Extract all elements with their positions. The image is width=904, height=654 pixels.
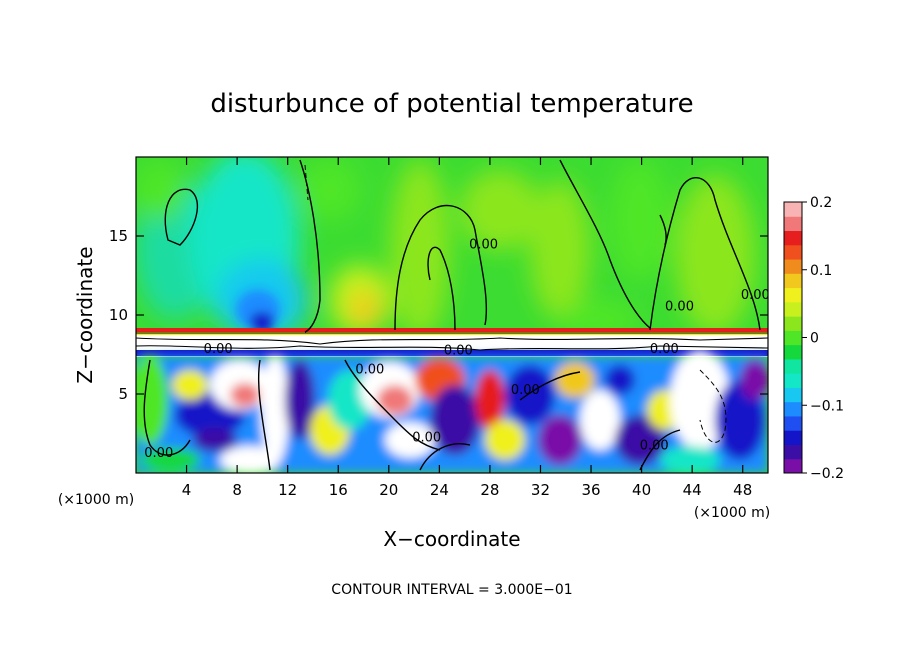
- x-tick-label: 44: [683, 481, 702, 499]
- contour-label: 0.00: [640, 438, 669, 453]
- contour-label: 0.00: [355, 362, 384, 377]
- contour-interval-note: CONTOUR INTERVAL = 3.000E−01: [331, 582, 572, 598]
- contour-label: 0.00: [741, 288, 770, 303]
- x-tick-label: 40: [632, 481, 651, 499]
- colorbar-swatch: [784, 430, 802, 445]
- x-tick-label: 48: [733, 481, 752, 499]
- colorbar-swatch: [784, 401, 802, 417]
- colorbar-swatch: [784, 301, 802, 317]
- y-tick-label: 15: [109, 227, 128, 245]
- x-tick-label: 28: [480, 481, 499, 499]
- colorbar-swatch: [784, 330, 802, 346]
- colorbar: 0.2 0.1 0 −0.1 −0.2: [783, 195, 844, 482]
- colorbar-tick-label: 0: [810, 331, 819, 347]
- contour-label: 0.00: [412, 430, 441, 445]
- contour-lines: [143, 159, 761, 471]
- colorbar-swatch: [784, 373, 802, 388]
- contour-label: 0.00: [444, 344, 473, 359]
- y-tick-label: 10: [109, 306, 128, 324]
- colorbar-swatch: [784, 230, 802, 246]
- x-tick-label: 8: [232, 481, 242, 499]
- colorbar-tick-label: 0.1: [810, 263, 832, 279]
- x-unit-left: (×1000 m): [58, 492, 134, 508]
- x-tick-label: 4: [182, 481, 192, 499]
- y-axis: 5 10 15: [109, 227, 768, 403]
- contour-label: 0.00: [204, 342, 233, 357]
- contour-label-group: 0.00 0.00 0.00 0.00 0.00 0.00 0.00 0.00 0.00 0.00…: [144, 238, 770, 462]
- colorbar-swatch: [784, 287, 802, 303]
- dashed-contours: [304, 164, 727, 443]
- x-axis-label: X−coordinate: [383, 527, 520, 551]
- x-tick-label: 20: [379, 481, 398, 499]
- x-tick-label: 32: [531, 481, 550, 499]
- x-axis: 4 8 12 16 20 24 28 32 36 40 44 48: [182, 157, 752, 499]
- colorbar-swatch: [784, 358, 802, 374]
- colorbar-swatch: [784, 344, 802, 360]
- contour-label: 0.00: [665, 299, 694, 314]
- colorbar-swatch: [784, 259, 802, 274]
- colorbar-swatch: [784, 387, 802, 403]
- colorbar-swatch: [784, 444, 802, 460]
- colorbar-tick-label: −0.2: [810, 466, 844, 482]
- y-axis-label: Z−coordinate: [73, 246, 97, 383]
- y-tick-label: 5: [118, 385, 128, 403]
- plot-area: 0.00 0.00 0.00 0.00 0.00 0.00 0.00 0.00 0.00 0.00…: [136, 157, 770, 473]
- colorbar-swatch: [784, 273, 802, 289]
- colorbar-tick-label: −0.1: [810, 398, 844, 414]
- x-tick-label: 36: [581, 481, 600, 499]
- contour-label: 0.00: [469, 238, 498, 253]
- chart-title: disturbunce of potential temperature: [210, 89, 693, 119]
- contour-label: 0.00: [144, 446, 173, 461]
- colorbar-swatch: [784, 415, 802, 431]
- contour-label: 0.00: [650, 342, 679, 357]
- contour-label: 0.00: [511, 383, 540, 398]
- lower-layer-field: [136, 350, 768, 473]
- colorbar-tick-label: 0.2: [810, 195, 832, 211]
- x-tick-label: 16: [329, 481, 348, 499]
- colorbar-swatch: [784, 316, 802, 331]
- x-tick-label: 24: [430, 481, 449, 499]
- x-unit-right: (×1000 m): [694, 505, 770, 521]
- colorbar-swatch: [784, 216, 802, 232]
- colorbar-swatch: [784, 244, 802, 260]
- inversion-contours: [136, 332, 768, 351]
- colorbar-swatch: [784, 202, 802, 217]
- upper-layer-cold-core: [236, 290, 280, 332]
- colorbar-swatch: [784, 458, 802, 474]
- x-tick-label: 12: [278, 481, 297, 499]
